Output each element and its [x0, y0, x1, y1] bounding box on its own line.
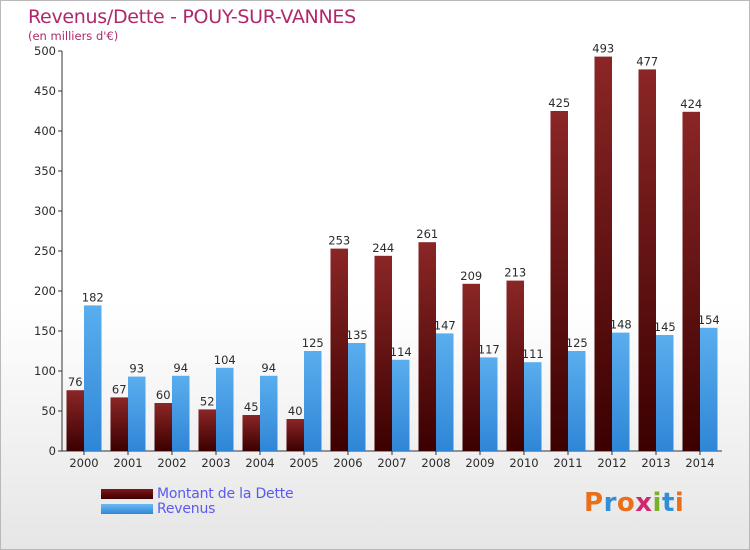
bar-revenus — [128, 376, 146, 451]
bar-revenus — [656, 335, 674, 451]
bar-revenus — [260, 375, 278, 451]
data-label-dette: 40 — [288, 404, 303, 418]
bar-dette — [286, 419, 304, 451]
data-label-revenus: 148 — [610, 318, 632, 332]
legend-label-revenus: Revenus — [157, 501, 216, 517]
x-tick-label: 2005 — [289, 456, 318, 470]
data-label-revenus: 135 — [346, 328, 368, 342]
bar-dette — [66, 390, 84, 451]
x-tick-label: 2007 — [377, 456, 406, 470]
data-label-dette: 253 — [328, 234, 350, 248]
data-label-revenus: 94 — [173, 361, 188, 375]
bar-revenus — [348, 343, 366, 451]
bar-revenus — [568, 351, 586, 451]
bar-dette — [682, 111, 700, 452]
data-label-dette: 425 — [548, 96, 570, 110]
legend-swatch-revenus — [101, 504, 153, 514]
x-tick-label: 2009 — [465, 456, 494, 470]
data-label-revenus: 114 — [390, 345, 412, 359]
x-tick-label: 2013 — [641, 456, 670, 470]
bar-revenus — [172, 375, 190, 451]
bar-dette — [638, 69, 656, 452]
data-label-revenus: 182 — [82, 290, 104, 304]
bars — [66, 56, 718, 452]
chart-subtitle: (en milliers d'€) — [28, 29, 119, 43]
x-tick-label: 2008 — [421, 456, 450, 470]
data-label-revenus: 93 — [129, 362, 144, 376]
labels: 7618267936094521044594401252531352441142… — [68, 42, 720, 418]
x-tick-label: 2012 — [597, 456, 626, 470]
y-tick-label: 200 — [34, 284, 56, 298]
bar-dette — [462, 283, 480, 451]
bar-dette — [330, 248, 348, 451]
x-tick-label: 2001 — [113, 456, 142, 470]
y-tick-label: 300 — [34, 204, 56, 218]
data-label-dette: 76 — [68, 375, 83, 389]
data-label-revenus: 117 — [478, 342, 500, 356]
data-label-dette: 45 — [244, 400, 259, 414]
data-label-revenus: 145 — [654, 320, 676, 334]
x-tick-label: 2011 — [553, 456, 582, 470]
bar-revenus — [480, 357, 498, 451]
bar-revenus — [392, 359, 410, 451]
x-tick-label: 2006 — [333, 456, 362, 470]
data-label-revenus: 94 — [261, 361, 276, 375]
bar-revenus — [304, 351, 322, 451]
y-tick-label: 400 — [34, 124, 56, 138]
y-tick-label: 0 — [49, 444, 56, 458]
data-label-dette: 493 — [592, 42, 614, 56]
chart-title: Revenus/Dette - POUY-SUR-VANNES — [28, 6, 356, 28]
x-tick-label: 2000 — [69, 456, 98, 470]
data-label-revenus: 111 — [522, 347, 544, 361]
data-label-revenus: 125 — [566, 336, 588, 350]
bar-dette — [110, 397, 128, 451]
x-tick-label: 2002 — [157, 456, 186, 470]
data-label-revenus: 125 — [302, 336, 324, 350]
data-label-dette: 52 — [200, 394, 215, 408]
y-tick-label: 500 — [34, 44, 56, 58]
data-label-revenus: 104 — [214, 353, 236, 367]
data-label-dette: 213 — [504, 266, 526, 280]
y-tick-label: 350 — [34, 164, 56, 178]
bar-revenus — [84, 305, 102, 451]
bar-revenus — [436, 333, 454, 451]
bar-dette — [242, 415, 260, 451]
x-tick-label: 2014 — [685, 456, 714, 470]
bar-revenus — [612, 332, 630, 451]
data-label-revenus: 154 — [698, 313, 720, 327]
legend-swatch-debt — [101, 489, 153, 499]
data-label-dette: 424 — [680, 97, 702, 111]
y-tick-label: 450 — [34, 84, 56, 98]
legend-label-debt: Montant de la Dette — [157, 486, 294, 502]
bar-dette — [418, 242, 436, 451]
y-tick-label: 250 — [34, 244, 56, 258]
y-tick-label: 150 — [34, 324, 56, 338]
bar-dette — [506, 280, 524, 451]
proxiti-logo: Proxiti — [584, 488, 685, 518]
data-label-dette: 60 — [156, 388, 171, 402]
x-tick-label: 2004 — [245, 456, 274, 470]
data-label-dette: 209 — [460, 269, 482, 283]
bar-dette — [374, 255, 392, 451]
x-tick-label: 2010 — [509, 456, 538, 470]
bar-dette — [198, 409, 216, 451]
data-label-dette: 477 — [636, 54, 658, 68]
y-tick-label: 50 — [41, 404, 56, 418]
bar-dette — [550, 111, 568, 451]
bar-dette — [594, 56, 612, 451]
y-tick-label: 100 — [34, 364, 56, 378]
data-label-dette: 261 — [416, 227, 438, 241]
bar-revenus — [216, 367, 234, 451]
bar-revenus — [524, 362, 542, 451]
data-label-dette: 67 — [112, 382, 127, 396]
data-label-revenus: 147 — [434, 318, 456, 332]
bar-dette — [154, 403, 172, 451]
bar-revenus — [700, 327, 718, 451]
data-label-dette: 244 — [372, 241, 394, 255]
x-tick-label: 2003 — [201, 456, 230, 470]
